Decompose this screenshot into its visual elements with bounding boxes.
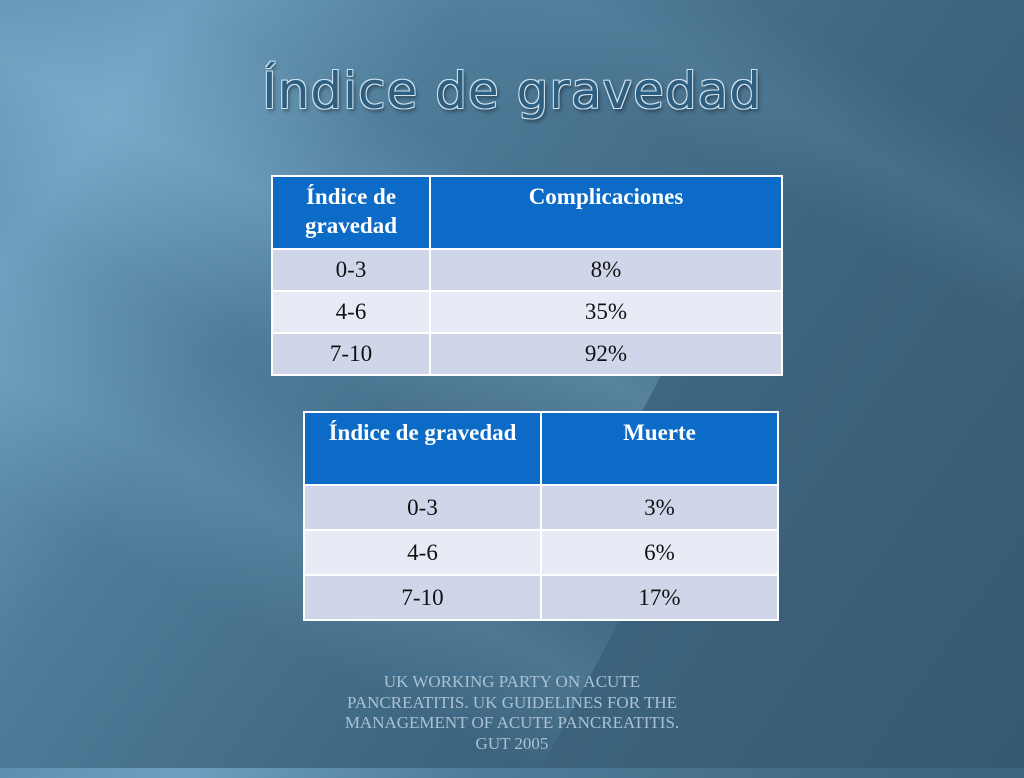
table-header-row: Índice de gravedad Complicaciones [271,175,783,250]
severity-cell: 7-10 [303,574,542,621]
header-severity-index: Índice de gravedad [271,175,431,250]
table-row: 4-6 6% [303,529,779,576]
table-row: 7-10 17% [303,574,779,621]
severity-cell: 7-10 [271,332,431,376]
citation-text: UK WORKING PARTY ON ACUTE PANCREATITIS. … [344,672,680,753]
death-cell: 6% [540,529,779,576]
table-header-row: Índice de gravedad Muerte [303,411,779,486]
severity-cell: 4-6 [303,529,542,576]
slide-title: Índice de gravedad [261,62,762,120]
table-row: 4-6 35% [271,290,783,334]
death-cell: 17% [540,574,779,621]
table-row: 0-3 3% [303,484,779,531]
complications-cell: 8% [429,248,783,292]
complications-cell: 92% [429,332,783,376]
complications-cell: 35% [429,290,783,334]
header-complications: Complicaciones [429,175,783,250]
table-row: 7-10 92% [271,332,783,376]
header-severity-index: Índice de gravedad [303,411,542,486]
severity-cell: 0-3 [271,248,431,292]
mortality-table: Índice de gravedad Muerte 0-3 3% 4-6 6% … [303,411,779,621]
death-cell: 3% [540,484,779,531]
severity-cell: 0-3 [303,484,542,531]
complications-table: Índice de gravedad Complicaciones 0-3 8%… [271,175,783,376]
severity-cell: 4-6 [271,290,431,334]
header-death: Muerte [540,411,779,486]
table-row: 0-3 8% [271,248,783,292]
